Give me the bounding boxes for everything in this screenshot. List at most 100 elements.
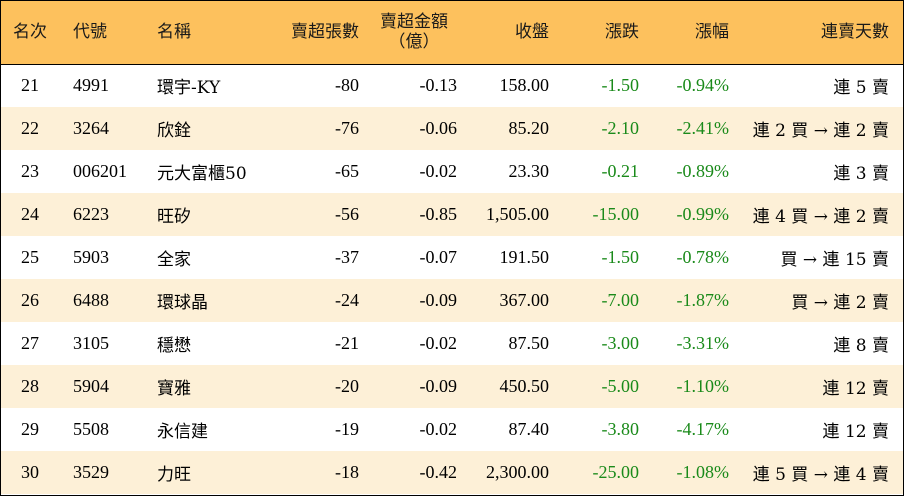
table-row: 22 3264 欣銓 -76 -0.06 85.20 -2.10 -2.41% …: [1, 107, 903, 150]
cell-net-sell-amount: -0.06: [419, 118, 458, 138]
cell-close: 85.20: [508, 118, 550, 138]
cell-streak: 連 12 賣: [822, 422, 889, 442]
cell-code: 3264: [73, 118, 109, 138]
cell-change-pct: -2.41%: [676, 118, 730, 138]
cell-net-sell-amount: -0.85: [419, 204, 458, 224]
cell-code: 5508: [73, 419, 109, 439]
cell-streak: 連 2 買 → 連 2 賣: [752, 121, 889, 141]
cell-net-sell-amount: -0.13: [419, 75, 458, 96]
cell-name: 力旺: [157, 465, 191, 485]
cell-net-sell-amount: -0.42: [419, 462, 458, 482]
header-close: 收盤: [463, 1, 555, 65]
cell-streak: 連 5 賣: [833, 78, 889, 99]
cell-net-sell-lots: -56: [335, 204, 359, 224]
cell-net-sell-lots: -80: [335, 75, 359, 96]
header-rank: 名次: [1, 1, 63, 65]
table-row: 25 5903 全家 -37 -0.07 191.50 -1.50 -0.78%…: [1, 236, 903, 279]
cell-change: -25.00: [592, 462, 640, 482]
cell-change-pct: -1.87%: [676, 290, 730, 310]
header-change-pct: 漲幅: [645, 1, 735, 65]
cell-rank: 25: [21, 247, 39, 267]
cell-name: 旺矽: [157, 207, 191, 227]
cell-net-sell-lots: -18: [335, 462, 359, 482]
table-row: 24 6223 旺矽 -56 -0.85 1,505.00 -15.00 -0.…: [1, 193, 903, 236]
cell-code: 3529: [73, 462, 109, 482]
cell-change-pct: -1.10%: [676, 376, 730, 396]
cell-net-sell-amount: -0.09: [419, 376, 458, 396]
cell-streak: 連 5 買 → 連 4 賣: [752, 465, 889, 485]
header-streak: 連賣天數: [735, 1, 903, 65]
cell-change: -1.50: [601, 247, 640, 267]
cell-rank: 28: [21, 376, 39, 396]
cell-rank: 26: [21, 290, 39, 310]
cell-net-sell-lots: -19: [335, 419, 359, 439]
table-row: 27 3105 穩懋 -21 -0.02 87.50 -3.00 -3.31% …: [1, 322, 903, 365]
cell-change: -3.00: [601, 333, 640, 353]
cell-streak: 連 4 買 → 連 2 賣: [752, 207, 889, 227]
cell-streak: 連 8 賣: [833, 336, 889, 356]
header-net-sell-amount: 賣超金額 （億）: [365, 1, 463, 65]
cell-change-pct: -0.99%: [676, 204, 730, 224]
cell-streak: 連 12 賣: [822, 379, 889, 399]
header-net-sell-amount-line1: 賣超金額: [380, 12, 448, 33]
header-name: 名稱: [143, 1, 261, 65]
cell-net-sell-lots: -24: [335, 290, 359, 310]
cell-rank: 21: [21, 75, 39, 96]
cell-change-pct: -3.31%: [676, 333, 730, 353]
cell-code: 6488: [73, 290, 109, 310]
cell-net-sell-amount: -0.02: [419, 333, 458, 353]
cell-close: 2,300.00: [486, 462, 549, 482]
cell-code: 3105: [73, 333, 109, 353]
cell-change-pct: -1.08%: [676, 462, 730, 482]
cell-close: 450.50: [499, 376, 550, 396]
cell-close: 367.00: [499, 290, 550, 310]
cell-net-sell-amount: -0.09: [419, 290, 458, 310]
cell-streak: 買 → 連 15 賣: [780, 250, 890, 270]
header-net-sell-lots: 賣超張數: [261, 1, 365, 65]
header-code: 代號: [63, 1, 143, 65]
cell-net-sell-lots: -65: [335, 161, 359, 181]
cell-net-sell-lots: -20: [335, 376, 359, 396]
table-row: 21 4991 環宇-KY -80 -0.13 158.00 -1.50 -0.…: [1, 64, 903, 107]
cell-change: -7.00: [601, 290, 640, 310]
cell-net-sell-lots: -37: [335, 247, 359, 267]
cell-change-pct: -0.89%: [676, 161, 730, 181]
cell-code: 006201: [73, 161, 127, 181]
cell-close: 1,505.00: [486, 204, 549, 224]
cell-rank: 24: [21, 204, 39, 224]
header-change: 漲跌: [555, 1, 645, 65]
cell-close: 87.50: [508, 333, 550, 353]
table-row: 23 006201 元大富櫃50 -65 -0.02 23.30 -0.21 -…: [1, 150, 903, 193]
header-net-sell-amount-line2: （億）: [388, 32, 440, 53]
cell-net-sell-lots: -76: [335, 118, 359, 138]
cell-streak: 連 3 賣: [833, 164, 889, 184]
cell-code: 6223: [73, 204, 109, 224]
cell-change: -5.00: [601, 376, 640, 396]
cell-code: 5903: [73, 247, 109, 267]
cell-net-sell-amount: -0.02: [419, 419, 458, 439]
cell-code: 5904: [73, 376, 109, 396]
cell-name: 欣銓: [157, 121, 191, 141]
cell-name: 環宇-KY: [157, 78, 221, 99]
cell-close: 87.40: [508, 419, 550, 439]
cell-change-pct: -0.94%: [676, 75, 730, 96]
cell-net-sell-amount: -0.07: [419, 247, 458, 267]
cell-rank: 30: [21, 462, 39, 482]
cell-change: -2.10: [601, 118, 640, 138]
cell-code: 4991: [73, 75, 109, 96]
cell-rank: 23: [21, 161, 39, 181]
cell-change-pct: -4.17%: [676, 419, 730, 439]
table-row: 26 6488 環球晶 -24 -0.09 367.00 -7.00 -1.87…: [1, 279, 903, 322]
cell-close: 158.00: [499, 75, 550, 96]
cell-rank: 29: [21, 419, 39, 439]
table-row: 28 5904 寶雅 -20 -0.09 450.50 -5.00 -1.10%…: [1, 365, 903, 408]
table-row: 30 3529 力旺 -18 -0.42 2,300.00 -25.00 -1.…: [1, 451, 903, 494]
cell-rank: 22: [21, 118, 39, 138]
cell-name: 永信建: [157, 422, 208, 442]
cell-change: -0.21: [601, 161, 640, 181]
cell-name: 穩懋: [157, 336, 191, 356]
cell-streak: 買 → 連 2 賣: [791, 293, 889, 313]
cell-name: 環球晶: [157, 293, 208, 313]
